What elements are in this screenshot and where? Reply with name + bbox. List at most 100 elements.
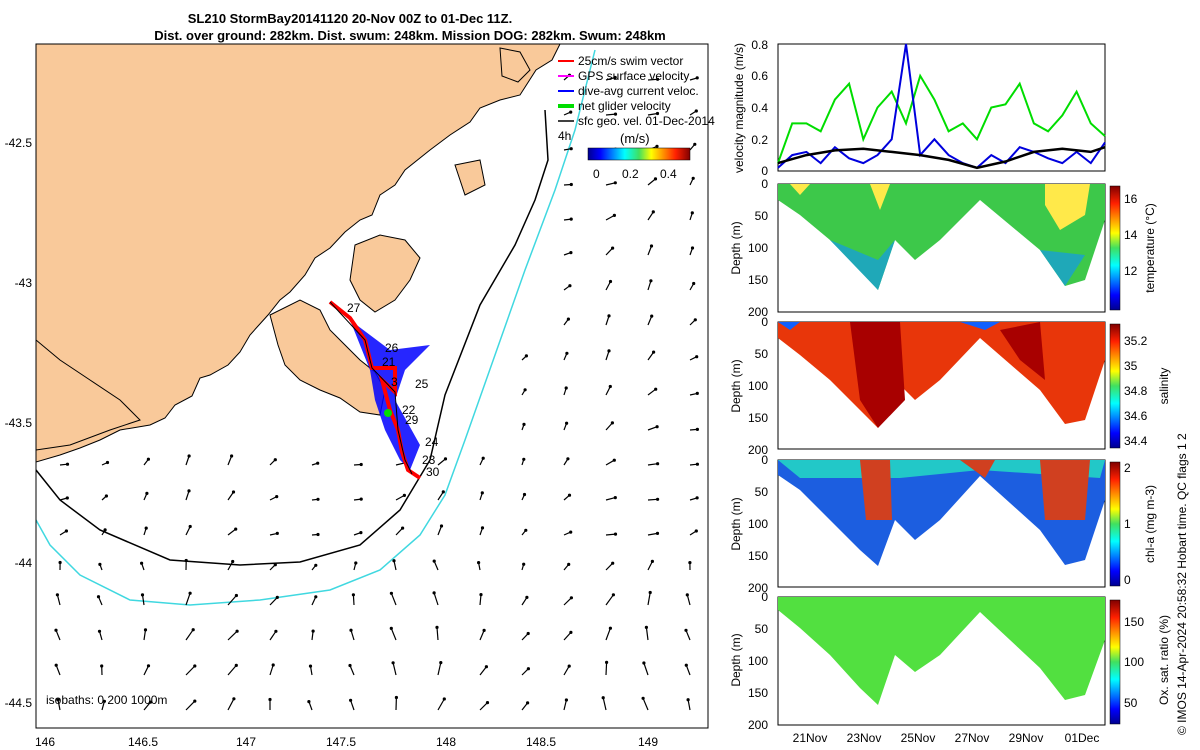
waypoint-label: 26 bbox=[385, 341, 399, 355]
velocity-arrow-head bbox=[524, 528, 528, 532]
temperature-cbar-label: temperature (°C) bbox=[1143, 203, 1157, 293]
velocity-arrow bbox=[647, 280, 652, 291]
velocity-arrow-head bbox=[569, 530, 573, 534]
temperature-y-tick: 0 bbox=[761, 177, 768, 191]
salinity-cbar-tick: 35 bbox=[1124, 359, 1138, 373]
velocity-arrow-head bbox=[231, 559, 235, 564]
velocity-arrow-head bbox=[684, 663, 688, 667]
velocity-arrow-head bbox=[608, 626, 613, 630]
velocity-arrow-head bbox=[567, 664, 571, 668]
map-y-tick: -43 bbox=[15, 276, 33, 290]
velocity-arrow bbox=[647, 561, 653, 571]
velocity-arrow-head bbox=[103, 528, 107, 532]
temperature-cbar-tick: 12 bbox=[1124, 264, 1138, 278]
velocity-arrow bbox=[437, 491, 444, 501]
velocity-arrow-head bbox=[349, 628, 353, 632]
velocity-arrow-head bbox=[567, 562, 571, 567]
oxygen-cbar-tick: 150 bbox=[1124, 615, 1144, 629]
velocity-arrow-head bbox=[655, 531, 660, 536]
waypoint-label: 22 bbox=[402, 403, 416, 417]
velocity-arrow-head bbox=[655, 425, 659, 429]
velocity-arrow-head bbox=[569, 251, 573, 255]
velocity-arrow-head bbox=[316, 461, 320, 465]
velocity-arrow bbox=[479, 630, 485, 641]
velocity-arrow bbox=[647, 351, 655, 361]
velocity-arrow-head bbox=[184, 558, 188, 563]
velocity-arrow bbox=[563, 631, 572, 641]
temperature-y-label: Depth (m) bbox=[729, 221, 743, 274]
velocity-arrow bbox=[685, 664, 691, 676]
velocity-arrow-head bbox=[104, 494, 108, 498]
velocity-arrow-head bbox=[65, 496, 69, 500]
map-x-tick: 148 bbox=[436, 735, 456, 749]
velocity-arrow-head bbox=[691, 176, 695, 180]
velocity-arrow-head bbox=[642, 661, 646, 665]
velocity-arrow bbox=[479, 594, 482, 606]
velocity-arrow-head bbox=[439, 661, 443, 665]
velocity-arrow-head bbox=[655, 144, 659, 148]
map-x-tick: 149 bbox=[638, 735, 658, 749]
velocity-arrow bbox=[392, 662, 397, 676]
salinity-y-tick: 200 bbox=[748, 443, 768, 457]
velocity-arrow-head bbox=[686, 698, 690, 702]
velocity-arrow-head bbox=[652, 350, 656, 354]
temperature-cold-patches bbox=[830, 240, 1085, 290]
salinity-cbar-label: salinity bbox=[1157, 368, 1171, 405]
map-y-tick: -43.5 bbox=[5, 416, 33, 430]
velocity-arrow-head bbox=[100, 664, 104, 668]
velocity-arrow-head bbox=[610, 421, 615, 425]
colorbar-title: (m/s) bbox=[620, 131, 650, 146]
velocity-arrow-head bbox=[482, 628, 486, 633]
velocity-arrow-head bbox=[273, 458, 277, 462]
velocity-arrow-head bbox=[522, 457, 526, 461]
velocity-arrow-head bbox=[314, 563, 318, 567]
velocity-series bbox=[777, 43, 1106, 170]
velocity-arrow-head bbox=[432, 559, 436, 563]
velocity-arrow bbox=[647, 592, 651, 606]
chla-cbar-tick: 2 bbox=[1124, 461, 1131, 475]
temperature-cbar-tick: 14 bbox=[1124, 228, 1138, 242]
oxygen-y-label: Depth (m) bbox=[729, 633, 743, 686]
velocity-arrow-head bbox=[234, 663, 238, 668]
velocity-arrow-head bbox=[98, 562, 102, 567]
map-x-tick: 148.5 bbox=[526, 735, 556, 749]
velocity-arrow-head bbox=[611, 246, 615, 250]
velocity-arrow bbox=[390, 628, 397, 641]
map-y-axis: -42.5 -43 -43.5 -44 -44.5 bbox=[5, 136, 33, 710]
legend-extra: 4h bbox=[558, 129, 571, 143]
isobaths-label: isobaths: 0 200 1000m bbox=[46, 693, 167, 707]
velocity-arrow-head bbox=[193, 664, 197, 668]
velocity-arrow-head bbox=[569, 110, 573, 114]
track-line bbox=[328, 300, 422, 480]
salinity-y-tick: 50 bbox=[755, 347, 769, 361]
velocity-arrow bbox=[349, 665, 355, 676]
velocity-arrow-head bbox=[525, 595, 529, 600]
velocity-arrow-head bbox=[311, 629, 315, 633]
speed-colorbar bbox=[587, 147, 691, 161]
velocity-arrow bbox=[57, 699, 61, 711]
velocity-arrow-head bbox=[394, 695, 398, 700]
velocity-arrow-head bbox=[480, 491, 484, 495]
velocity-arrow bbox=[352, 594, 355, 606]
chla-y-tick: 200 bbox=[748, 581, 768, 595]
map-x-tick: 146 bbox=[35, 735, 55, 749]
velocity-arrow-head bbox=[432, 591, 436, 595]
velocity-arrow-head bbox=[443, 457, 448, 461]
velocity-arrow-head bbox=[56, 698, 60, 702]
velocity-arrow-head bbox=[230, 454, 234, 458]
oxygen-y-tick: 50 bbox=[755, 622, 769, 636]
velocity-arrow-head bbox=[188, 524, 192, 529]
salinity-high-patches bbox=[850, 322, 1045, 428]
velocity-arrow bbox=[227, 528, 237, 536]
velocity-arrow bbox=[437, 698, 445, 711]
waypoint-label: 27 bbox=[347, 301, 361, 315]
velocity-arrow-head bbox=[566, 457, 570, 461]
velocity-arrow bbox=[686, 594, 691, 606]
surface-velocity-arrows bbox=[54, 73, 700, 711]
velocity-arrow-head bbox=[273, 563, 277, 567]
velocity-arrow-head bbox=[569, 147, 573, 151]
chla-cbar-tick: 1 bbox=[1124, 517, 1131, 531]
velocity-arrow-head bbox=[684, 628, 688, 632]
time-x-tick: 23Nov bbox=[847, 731, 882, 745]
